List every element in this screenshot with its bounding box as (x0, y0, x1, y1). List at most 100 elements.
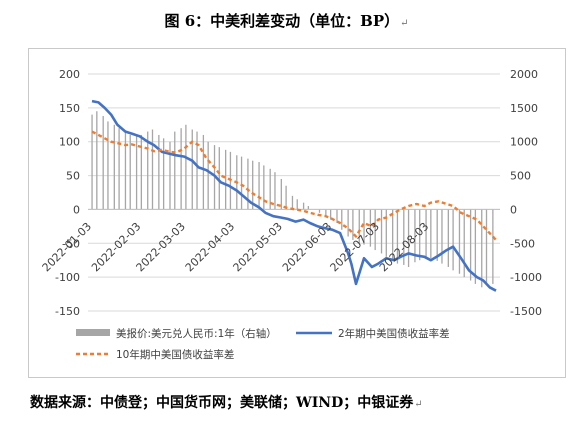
right-axis-ticks: -1500 -1000 -500 0 500 1000 1500 2000 (510, 68, 542, 318)
lines-layer (91, 99, 497, 292)
bar (436, 209, 438, 261)
left-tick-label: 150 (59, 102, 80, 115)
x-tick-label: 2022-05-03 (231, 220, 285, 274)
right-tick-label: -1000 (510, 271, 542, 284)
bar (352, 209, 354, 240)
bar (392, 209, 394, 261)
bar (481, 209, 483, 288)
left-tick-label: 50 (66, 170, 80, 183)
bar (403, 209, 405, 265)
bar (240, 156, 243, 210)
bar (247, 158, 249, 210)
bar (140, 134, 143, 210)
bar (369, 209, 372, 247)
left-tick-label: -50 (62, 237, 80, 250)
bar (291, 195, 294, 210)
bar (441, 209, 443, 264)
bar (202, 134, 205, 210)
bar (263, 165, 265, 210)
left-tick-label: 200 (59, 68, 80, 81)
left-tick-label: -150 (55, 305, 80, 318)
bar (463, 209, 465, 278)
bar (385, 209, 387, 257)
legend-label: 2年期中美国债收益率差 (338, 327, 450, 340)
legend-label: 美报价:美元兑人民币:1年（右轴） (116, 327, 277, 340)
bar (318, 209, 321, 213)
bar (218, 147, 220, 210)
bar (419, 209, 421, 261)
bar (396, 209, 399, 264)
bar (447, 209, 449, 267)
grid-layer (88, 73, 500, 312)
legend-swatch-bar (76, 329, 110, 336)
bar (225, 149, 227, 210)
bar (341, 209, 343, 230)
right-tick-label: -500 (510, 237, 535, 250)
bar (96, 111, 98, 210)
bar (102, 115, 104, 210)
figure-title: 图 6：中美利差变动（单位：BP）↵ (164, 12, 409, 30)
bar (380, 209, 383, 254)
left-tick-label: 100 (59, 136, 80, 149)
x-tick-label: 2022-06-03 (280, 220, 334, 274)
bar (307, 206, 310, 210)
bar (129, 134, 131, 210)
bar (363, 209, 365, 245)
left-axis-ticks: -150 -100 -50 0 50 100 150 200 (55, 68, 80, 318)
bar (196, 131, 198, 210)
left-tick-label: -100 (55, 271, 80, 284)
right-tick-label: 2000 (510, 68, 538, 81)
bar (285, 185, 287, 210)
legend-label: 10年期中美国债收益率差 (116, 348, 234, 361)
bar (374, 209, 376, 251)
bar (458, 209, 461, 274)
bar (485, 209, 488, 286)
bar (91, 114, 93, 210)
chart-frame (28, 48, 566, 378)
bar (207, 141, 209, 210)
bar (296, 199, 298, 210)
bar (113, 124, 115, 210)
bar (452, 209, 454, 271)
bar (280, 178, 282, 210)
series-line (91, 99, 497, 292)
bar (158, 134, 160, 210)
bar (407, 209, 410, 267)
legend: 美报价:美元兑人民币:1年（右轴） 2年期中美国债收益率差 10年期中美国债收益率差 (76, 327, 450, 361)
bar (107, 121, 109, 210)
bar (258, 162, 260, 210)
bar (302, 202, 305, 210)
left-tick-label: 0 (73, 203, 80, 216)
x-tick-label: 2022-01-03 (40, 220, 94, 274)
bar (174, 131, 176, 210)
series-line (91, 130, 497, 241)
bar (151, 129, 154, 210)
bar (118, 128, 120, 210)
bar (274, 172, 276, 210)
bar (469, 209, 472, 281)
bar (169, 141, 171, 210)
bar (336, 209, 338, 223)
bar (474, 209, 477, 284)
right-tick-label: -1500 (510, 305, 542, 318)
bar (329, 209, 332, 220)
bar (269, 168, 271, 210)
source-note: 数据来源：中债登；中国货币网；美联储；WIND；中银证券↵ (30, 395, 423, 411)
bar (425, 209, 427, 257)
bar (124, 131, 127, 210)
bar (492, 209, 494, 284)
right-tick-label: 1000 (510, 136, 538, 149)
bar (180, 128, 182, 210)
bar (430, 209, 432, 259)
bar (147, 131, 149, 210)
right-tick-label: 500 (510, 170, 531, 183)
x-tick-label: 2022-04-03 (183, 220, 237, 274)
bar (325, 209, 327, 217)
bar (414, 209, 416, 263)
bar (191, 129, 193, 210)
bar (252, 160, 254, 210)
bar (347, 209, 349, 237)
bar (185, 124, 187, 210)
bars-layer (91, 111, 494, 288)
